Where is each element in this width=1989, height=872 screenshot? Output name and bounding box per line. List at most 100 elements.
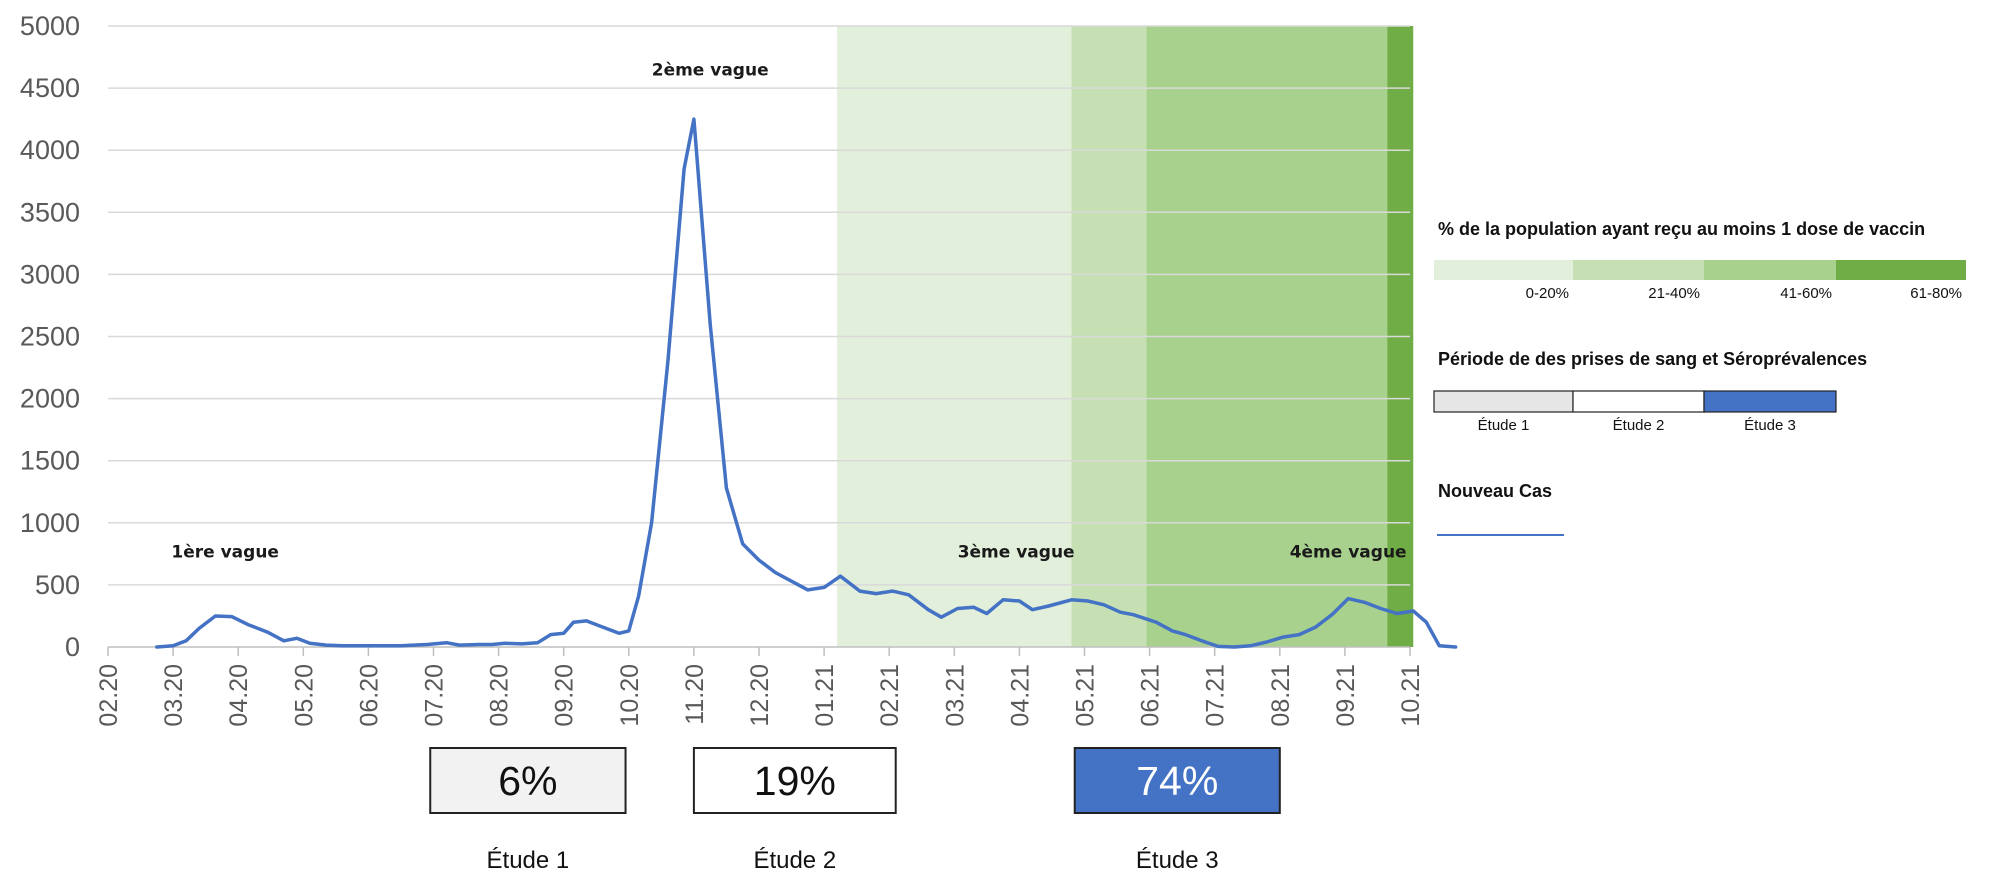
data-point xyxy=(741,542,744,546)
data-point xyxy=(1281,635,1285,639)
data-point xyxy=(425,643,429,646)
legend-vaccine-label: 21-40% xyxy=(1648,285,1700,302)
x-tick-label: 05.21 xyxy=(1072,664,1100,727)
data-point xyxy=(1001,598,1005,602)
study-label-2: Étude 2 xyxy=(753,847,836,872)
study-box-3 xyxy=(1073,747,1281,814)
data-point xyxy=(458,643,461,647)
data-point xyxy=(1132,613,1135,616)
data-point xyxy=(155,645,159,649)
legend-period-label: Étude 1 xyxy=(1478,417,1530,434)
data-point xyxy=(858,589,862,593)
x-tick-label: 06.20 xyxy=(355,664,383,727)
x-tick-label: 09.20 xyxy=(551,664,579,727)
legend-vaccine-scale: 0-20% 21-40% 41-60% 61-80% xyxy=(1434,260,1966,302)
legend-cases-title: Nouveau Cas xyxy=(1438,481,1552,501)
study-box-2 xyxy=(692,747,897,814)
legend-period-label: Étude 3 xyxy=(1744,417,1796,434)
x-tick-label: 08.21 xyxy=(1267,664,1295,727)
data-point xyxy=(1119,611,1122,614)
data-point xyxy=(282,639,285,642)
legend-vaccine-title: % de la population ayant reçu au moins 1… xyxy=(1438,219,1925,239)
x-axis: 02.20 03.20 04.20 05.20 06.20 07.20 08.20 09.20… xyxy=(95,647,1425,727)
data-point xyxy=(874,592,878,595)
data-point xyxy=(806,588,810,592)
data-point xyxy=(891,589,894,593)
data-point xyxy=(585,619,588,623)
data-point xyxy=(637,594,640,598)
wave-label: 2ème vague xyxy=(652,61,769,81)
data-point xyxy=(650,521,653,524)
data-point xyxy=(1346,597,1350,600)
x-tick-label: 08.20 xyxy=(486,664,514,727)
data-point xyxy=(1171,629,1174,633)
x-tick-label: 03.20 xyxy=(160,664,188,727)
x-tick-label: 04.20 xyxy=(225,664,253,727)
data-point xyxy=(445,641,448,644)
data-point xyxy=(757,558,761,562)
series-new-cases xyxy=(155,117,1458,649)
study-value-2: 19% xyxy=(754,758,836,804)
x-tick-label: 10.20 xyxy=(616,664,644,727)
data-point xyxy=(1070,598,1073,602)
data-point xyxy=(1265,640,1268,644)
y-tick-label: 5000 xyxy=(20,11,80,41)
study-value-1: 6% xyxy=(498,758,557,804)
data-point xyxy=(617,632,621,635)
study-box-1 xyxy=(429,747,627,814)
wave-label: 3ème vague xyxy=(958,543,1075,563)
legend-period-swatch xyxy=(1703,390,1837,413)
data-point xyxy=(907,593,910,597)
y-tick-label: 3000 xyxy=(20,259,80,289)
wave-label: 4ème vague xyxy=(1290,543,1407,563)
x-tick-label: 09.21 xyxy=(1332,664,1360,727)
data-point xyxy=(1018,599,1021,603)
data-point xyxy=(562,632,565,635)
study-value-3: 74% xyxy=(1136,758,1218,804)
series-line-nouveau-cas xyxy=(155,117,1458,649)
data-point xyxy=(341,644,344,647)
x-tick-label: 01.21 xyxy=(811,664,839,727)
x-tick-label: 02.20 xyxy=(95,664,123,727)
data-point xyxy=(940,615,943,619)
x-tick-label: 05.20 xyxy=(290,664,318,727)
data-point xyxy=(230,615,233,618)
data-point xyxy=(1184,633,1187,636)
data-point xyxy=(1249,644,1252,647)
data-point xyxy=(972,606,976,609)
y-tick-label: 1000 xyxy=(20,508,80,538)
data-point xyxy=(1454,645,1457,649)
legend-period-label: Étude 2 xyxy=(1613,417,1665,434)
data-point xyxy=(1425,620,1428,624)
data-point xyxy=(1047,604,1050,608)
data-point xyxy=(308,642,312,645)
y-tick-label: 2000 xyxy=(20,384,80,414)
data-point xyxy=(774,571,777,574)
study-boxes: 6% Étude 1 19% Étude 2 74% Étude 3 xyxy=(429,747,1281,872)
wave-annotations: 1ère vague 2ème vague 3ème vague 4ème vague xyxy=(171,61,1406,563)
data-point xyxy=(536,641,539,644)
data-point xyxy=(725,486,728,490)
y-tick-label: 4500 xyxy=(20,73,80,103)
data-point xyxy=(682,167,686,171)
y-tick-label: 3500 xyxy=(20,197,80,227)
data-point xyxy=(184,639,188,642)
study-label-3: Étude 3 xyxy=(1136,847,1219,872)
study-label-1: Étude 1 xyxy=(487,847,570,872)
data-point xyxy=(324,643,328,647)
data-point xyxy=(1438,644,1441,647)
x-tick-label: 07.21 xyxy=(1202,664,1230,727)
y-tick-label: 2500 xyxy=(20,322,80,352)
grid-lines xyxy=(108,25,1410,648)
data-point xyxy=(171,644,175,647)
data-point xyxy=(266,630,269,634)
data-point xyxy=(1216,645,1220,648)
data-point xyxy=(1233,645,1236,649)
legend-vaccine-label: 0-20% xyxy=(1526,285,1569,302)
x-tick-label: 04.21 xyxy=(1006,664,1034,727)
data-point xyxy=(1200,639,1203,642)
data-point xyxy=(627,629,630,633)
data-point xyxy=(1298,633,1301,636)
data-point xyxy=(1412,609,1415,613)
